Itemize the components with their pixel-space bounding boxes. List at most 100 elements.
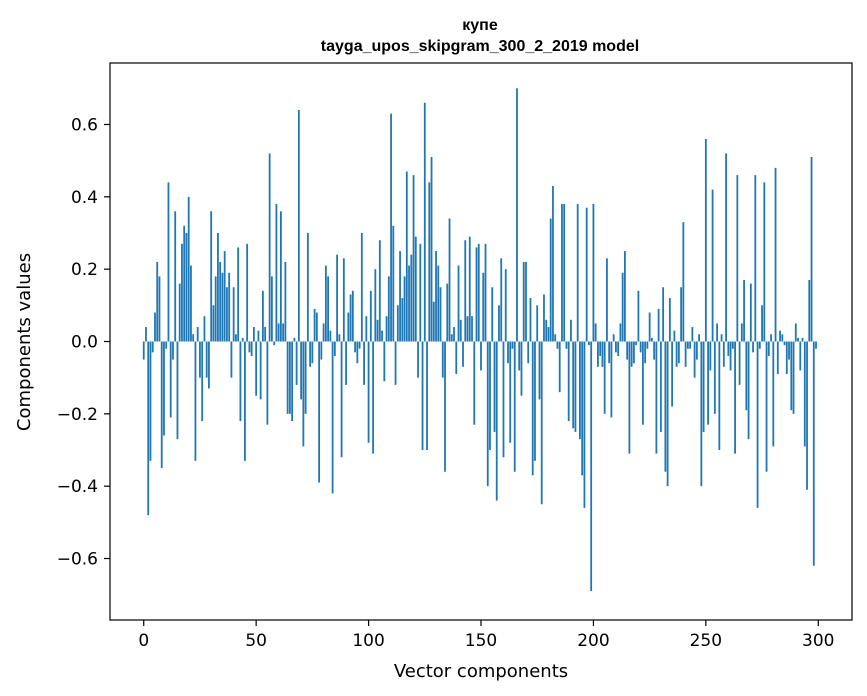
bar-component-169 <box>522 261 525 342</box>
bar-component-14 <box>174 211 177 342</box>
bar-component-240 <box>682 222 685 342</box>
bar-component-227 <box>653 341 656 360</box>
bar-component-118 <box>408 265 410 342</box>
bar-component-252 <box>709 341 712 371</box>
bar-component-70 <box>300 341 303 400</box>
bar-component-172 <box>529 298 532 342</box>
bar-component-291 <box>797 337 799 342</box>
bar-component-73 <box>306 232 309 342</box>
bar-component-72 <box>304 341 307 414</box>
bar-component-222 <box>641 341 644 425</box>
bar-component-41 <box>235 334 237 342</box>
bar-component-8 <box>160 341 163 469</box>
y-tick-label: −0.2 <box>57 405 98 425</box>
bar-component-15 <box>176 341 179 440</box>
bar-component-92 <box>349 294 352 342</box>
bar-series <box>142 88 817 592</box>
bar-component-3 <box>149 341 152 461</box>
bar-component-78 <box>318 341 321 483</box>
bar-component-88 <box>340 341 343 458</box>
bar-component-35 <box>221 272 224 342</box>
bar-component-294 <box>803 341 806 447</box>
bar-component-152 <box>484 243 487 342</box>
bar-component-135 <box>446 283 449 342</box>
bar-component-271 <box>752 341 754 353</box>
bar-component-196 <box>583 341 586 508</box>
bar-component-213 <box>621 272 624 342</box>
bar-component-290 <box>794 323 797 342</box>
bar-component-40 <box>232 287 235 342</box>
bar-component-89 <box>342 258 345 342</box>
x-tick-label: 200 <box>577 631 609 651</box>
bar-component-64 <box>286 341 289 414</box>
bar-component-251 <box>707 341 709 425</box>
bar-component-297 <box>810 157 813 342</box>
bar-component-262 <box>731 341 734 349</box>
bar-component-124 <box>421 341 424 451</box>
bar-component-1 <box>145 327 147 342</box>
bar-component-232 <box>664 341 667 472</box>
bar-component-159 <box>500 258 503 342</box>
bar-component-60 <box>277 323 280 342</box>
bar-component-128 <box>430 157 433 342</box>
bar-component-63 <box>284 261 287 342</box>
bar-component-274 <box>758 341 761 349</box>
bar-component-239 <box>680 287 683 342</box>
bar-component-39 <box>230 341 233 378</box>
bar-component-53 <box>262 290 264 342</box>
bar-component-125 <box>423 102 426 342</box>
bar-component-65 <box>288 341 291 414</box>
bar-component-96 <box>358 341 361 349</box>
bar-component-191 <box>572 341 575 429</box>
bar-component-217 <box>630 341 633 367</box>
bar-component-235 <box>671 341 674 407</box>
bar-component-69 <box>297 110 300 342</box>
bar-component-91 <box>347 312 350 342</box>
bar-component-17 <box>181 243 183 342</box>
bar-component-146 <box>471 316 473 342</box>
y-tick-label: −0.4 <box>57 477 98 497</box>
bar-component-194 <box>579 341 581 440</box>
bar-component-164 <box>511 341 514 349</box>
bar-component-102 <box>372 341 374 454</box>
bar-component-165 <box>513 341 516 472</box>
bar-component-49 <box>253 327 255 342</box>
bar-component-190 <box>570 319 572 342</box>
y-tick-label: 0.6 <box>71 115 98 135</box>
bar-component-2 <box>147 341 150 516</box>
bar-component-200 <box>592 204 595 342</box>
bar-component-76 <box>313 308 316 342</box>
bar-component-228 <box>655 341 658 454</box>
bar-component-237 <box>675 341 678 367</box>
bar-component-280 <box>772 341 775 447</box>
bar-component-45 <box>244 341 246 461</box>
bar-component-192 <box>574 341 577 432</box>
bar-component-26 <box>201 341 204 422</box>
bar-component-149 <box>477 243 480 342</box>
bar-component-284 <box>781 334 784 342</box>
bar-component-187 <box>563 204 566 342</box>
bar-component-47 <box>248 341 251 353</box>
bar-component-242 <box>686 341 689 349</box>
bar-component-27 <box>203 316 206 342</box>
bar-component-50 <box>255 341 258 396</box>
bar-component-129 <box>432 301 435 342</box>
bar-component-32 <box>214 276 217 342</box>
bar-component-84 <box>331 341 334 494</box>
bar-component-62 <box>282 323 285 342</box>
bar-component-207 <box>608 341 611 364</box>
bar-component-259 <box>725 153 727 342</box>
bar-component-168 <box>520 341 523 396</box>
bar-component-257 <box>720 334 723 342</box>
bar-component-162 <box>507 341 509 364</box>
bar-component-265 <box>738 341 741 385</box>
bar-component-157 <box>495 341 498 501</box>
bar-component-122 <box>417 341 419 378</box>
bar-component-215 <box>626 341 629 360</box>
bar-component-90 <box>345 341 347 385</box>
bar-component-272 <box>754 175 757 342</box>
bar-component-181 <box>549 218 552 342</box>
bar-component-296 <box>808 280 811 342</box>
bar-component-97 <box>360 232 363 342</box>
